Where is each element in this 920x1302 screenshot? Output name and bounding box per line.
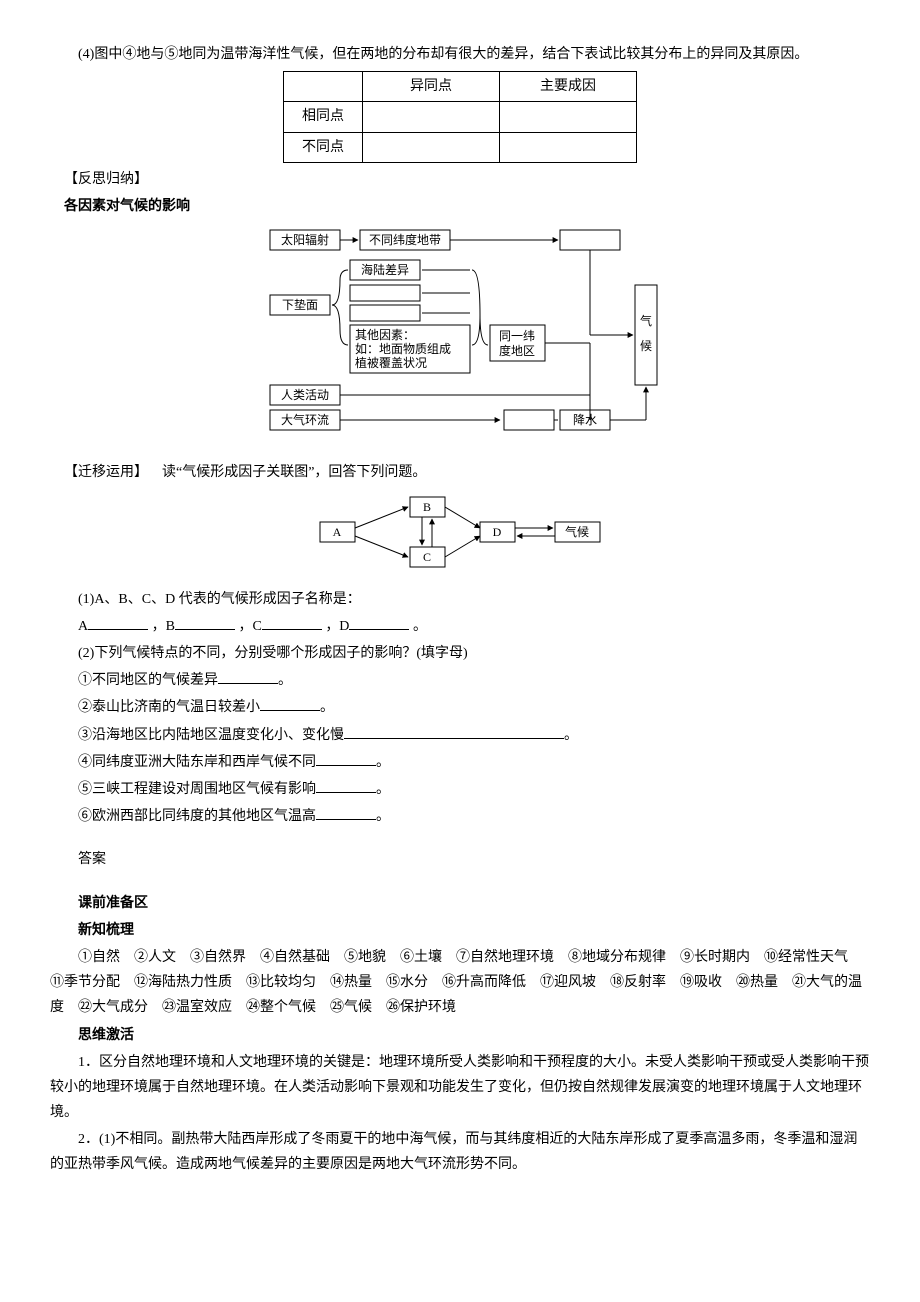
box-latband: 不同纬度地带 bbox=[369, 232, 441, 247]
transfer-q1: (1)A、B、C、D 代表的气候形成因子名称是： bbox=[50, 587, 870, 612]
box-C: C bbox=[423, 550, 431, 564]
q2-i4-text: ④同纬度亚洲大陆东岸和西岸气候不同 bbox=[78, 755, 316, 770]
q1-A: A bbox=[78, 619, 88, 634]
q4-th-blank bbox=[284, 72, 363, 102]
q4-r1-c3 bbox=[500, 102, 637, 132]
box-surface: 下垫面 bbox=[282, 297, 318, 312]
p6: 。 bbox=[376, 809, 390, 824]
think-title: 思维激活 bbox=[50, 1023, 870, 1048]
reflect-title: 【反思归纳】 bbox=[50, 167, 870, 192]
blank-i1[interactable] bbox=[218, 669, 278, 684]
q4-text: (4)图中④地与⑤地同为温带海洋性气候，但在两地的分布却有很大的差异，结合下表试… bbox=[50, 42, 870, 67]
q2-item1: ①不同地区的气候差异 。 bbox=[50, 668, 870, 693]
prep-title: 课前准备区 bbox=[50, 891, 870, 916]
q4-table: 异同点 主要成因 相同点 不同点 bbox=[283, 71, 637, 163]
box-other2: 如：地面物质组成 bbox=[355, 341, 451, 356]
q2-i3-text: ③沿海地区比内陆地区温度变化小、变化慢 bbox=[78, 728, 344, 743]
q2-item6: ⑥欧洲西部比同纬度的其他地区气温高 。 bbox=[50, 804, 870, 829]
q2-i1-text: ①不同地区的气候差异 bbox=[78, 673, 218, 688]
box-D: D bbox=[493, 525, 502, 539]
transfer-prompt: 读“气候形成因子关联图”，回答下列问题。 bbox=[162, 465, 426, 480]
q1-end: 。 bbox=[413, 619, 427, 634]
blank-A[interactable] bbox=[88, 615, 148, 630]
box-climate2: 候 bbox=[640, 339, 652, 353]
q4-r2-c1: 不同点 bbox=[284, 132, 363, 162]
p3: 。 bbox=[564, 728, 578, 743]
box-samelat2: 度地区 bbox=[499, 343, 535, 358]
q4-r2-c3 bbox=[500, 132, 637, 162]
think1: 1．区分自然地理环境和人文地理环境的关键是：地理环境所受人类影响和干预程度的大小… bbox=[50, 1050, 870, 1126]
box-climate1: 气 bbox=[640, 313, 652, 328]
p1: 。 bbox=[278, 673, 292, 688]
box-circ: 大气环流 bbox=[281, 412, 329, 427]
q2-i5-text: ⑤三峡工程建设对周围地区气候有影响 bbox=[78, 782, 316, 797]
blank-C[interactable] bbox=[262, 615, 322, 630]
box-climate: 气候 bbox=[565, 524, 589, 539]
reflect-diagram: 太阳辐射 不同纬度地带 下垫面 海陆差异 其他因素： 如：地面物质组成 植被覆盖… bbox=[50, 225, 870, 454]
p2: 。 bbox=[320, 700, 334, 715]
q1-C: ，C bbox=[238, 619, 261, 634]
box-landsea: 海陆差异 bbox=[361, 262, 409, 277]
transfer-title: 【迁移运用】 bbox=[64, 465, 148, 480]
blank-i6[interactable] bbox=[316, 805, 376, 820]
q2-item4: ④同纬度亚洲大陆东岸和西岸气候不同 。 bbox=[50, 750, 870, 775]
q4-r1-c1: 相同点 bbox=[284, 102, 363, 132]
box-B: B bbox=[423, 500, 431, 514]
box-A: A bbox=[333, 525, 342, 539]
p4: 。 bbox=[376, 755, 390, 770]
box-samelat1: 同一纬 bbox=[499, 329, 535, 343]
transfer-diagram: A B C D 气候 bbox=[50, 492, 870, 581]
p5: 。 bbox=[376, 782, 390, 797]
q2-item5: ⑤三峡工程建设对周围地区气候有影响 。 bbox=[50, 777, 870, 802]
answers-line1: ①自然 ②人文 ③自然界 ④自然基础 ⑤地貌 ⑥土壤 ⑦自然地理环境 ⑧地域分布… bbox=[50, 945, 870, 1021]
box-sun: 太阳辐射 bbox=[281, 232, 329, 247]
transfer-q1-fill: A ，B ，C ，D 。 bbox=[50, 614, 870, 639]
q1-B: ，B bbox=[152, 619, 175, 634]
blank-D[interactable] bbox=[349, 615, 409, 630]
answers-title: 答案 bbox=[50, 847, 870, 872]
q4-r2-c2 bbox=[363, 132, 500, 162]
box-precip: 降水 bbox=[573, 413, 597, 427]
q2-i2-text: ②泰山比济南的气温日较差小 bbox=[78, 700, 260, 715]
q4-th-diff: 异同点 bbox=[363, 72, 500, 102]
box-other1: 其他因素： bbox=[355, 328, 415, 342]
blank-i5[interactable] bbox=[316, 778, 376, 793]
q2-item2: ②泰山比济南的气温日较差小 。 bbox=[50, 695, 870, 720]
blank-i3[interactable] bbox=[344, 724, 564, 739]
blank-i4[interactable] bbox=[316, 751, 376, 766]
box-other3: 植被覆盖状况 bbox=[355, 355, 427, 370]
box-human: 人类活动 bbox=[281, 388, 329, 402]
transfer-line: 【迁移运用】 读“气候形成因子关联图”，回答下列问题。 bbox=[50, 460, 870, 485]
transfer-q2: (2)下列气候特点的不同，分别受哪个形成因子的影响？(填字母) bbox=[50, 641, 870, 666]
blank-i2[interactable] bbox=[260, 696, 320, 711]
reflect-subtitle: 各因素对气候的影响 bbox=[50, 194, 870, 219]
q2-item3: ③沿海地区比内陆地区温度变化小、变化慢 。 bbox=[50, 723, 870, 748]
blank-B[interactable] bbox=[175, 615, 235, 630]
q4-r1-c2 bbox=[363, 102, 500, 132]
think2: 2．(1)不相同。副热带大陆西岸形成了冬雨夏干的地中海气候，而与其纬度相近的大陆… bbox=[50, 1127, 870, 1177]
q4-th-cause: 主要成因 bbox=[500, 72, 637, 102]
q2-i6-text: ⑥欧洲西部比同纬度的其他地区气温高 bbox=[78, 809, 316, 824]
q1-D: ，D bbox=[325, 619, 349, 634]
newknow-title: 新知梳理 bbox=[50, 918, 870, 943]
